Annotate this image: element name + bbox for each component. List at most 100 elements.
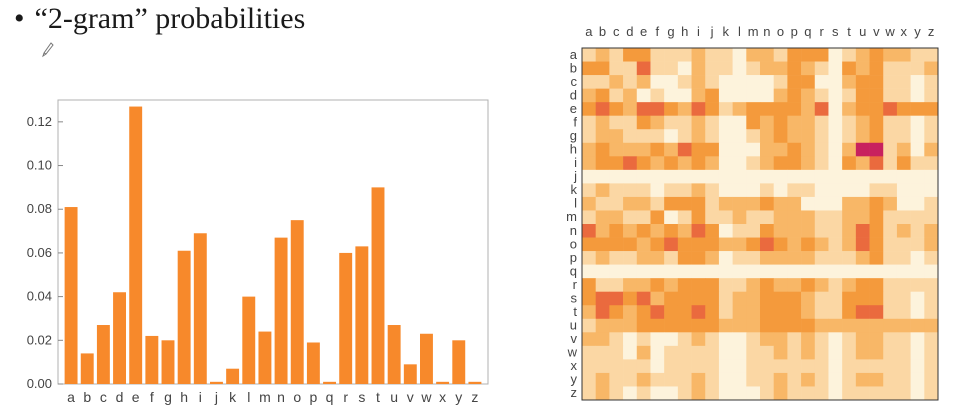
heat-cell [623,196,638,211]
heat-cell [801,61,816,76]
heat-cell [896,183,911,198]
heat-cell [732,75,747,89]
heat-row-label: r [573,277,578,292]
heat-cell [677,237,692,252]
heat-cell [609,291,624,306]
heat-cell [801,251,816,265]
heat-cell [718,278,733,292]
heat-cell [896,318,911,333]
heat-cell [869,88,884,103]
heat-cell [773,183,788,198]
heat-cell [787,291,802,306]
heat-cell [705,48,720,62]
heat-cell [732,386,747,401]
heat-cell [677,305,692,320]
heat-cell [787,115,802,130]
heat-cell [814,61,829,76]
bar-y [452,340,466,384]
heat-row-label: n [570,223,577,238]
heat-cell [869,142,884,157]
heat-cell [691,278,706,292]
heat-col-label: i [697,24,700,39]
heat-cell [664,48,679,62]
heat-cell [746,237,761,252]
heat-cell [732,305,747,320]
heat-cell [814,305,829,320]
heat-cell [595,278,610,292]
heat-col-label: g [667,24,674,39]
heat-cell [814,318,829,333]
heat-cell [664,291,679,306]
heat-row-label: h [570,142,577,157]
heat-cell [609,278,624,292]
heat-cell [705,142,720,157]
heat-cell [787,237,802,252]
heat-cell [609,61,624,76]
heat-cell [910,386,925,401]
heat-cell [773,115,788,130]
heat-cell [718,129,733,144]
heat-cell [828,169,843,184]
heat-cell [705,169,720,184]
heat-cell [582,305,596,320]
heat-col-label: e [640,24,647,39]
heat-col-label: k [723,24,730,39]
bar-m [258,331,272,384]
heat-row-label: a [570,47,578,62]
bar-z [468,381,482,384]
heat-cell [842,169,857,184]
heat-col-label: p [791,24,798,39]
bar-c [96,325,110,384]
y-tick-label: 0.00 [27,376,52,391]
heat-cell [582,210,596,225]
heat-cell [855,345,870,360]
heat-cell [924,48,939,62]
heat-cell [773,237,788,252]
heat-cell [883,142,898,157]
heat-cell [924,183,939,198]
heat-row-label: q [570,263,577,278]
heat-cell [650,345,665,360]
bar-a [64,207,78,384]
heat-cell [664,61,679,76]
heat-cell [924,332,939,347]
heat-cell [677,115,692,130]
heat-cell [842,88,857,103]
bar-d [113,292,126,384]
heat-cell [595,102,610,116]
heat-cell [664,264,679,279]
heat-cell [677,224,692,238]
heat-cell [842,237,857,252]
heat-cell [910,183,925,198]
heat-col-label: d [626,24,633,39]
heat-cell [842,278,857,292]
heat-col-label: r [819,24,824,39]
heat-cell [623,237,638,252]
heat-cell [910,251,925,265]
heat-cell [609,372,624,387]
heat-cell [705,115,720,130]
heat-cell [855,224,870,238]
heat-cell [650,237,665,252]
heat-cell [691,372,706,387]
heat-cell [636,156,651,171]
heat-cell [801,183,816,198]
heat-cell [760,264,774,279]
heat-cell [896,88,911,103]
heat-cell [910,291,925,306]
heat-cell [883,183,898,198]
heat-cell [828,224,843,238]
heat-cell [883,196,898,211]
heat-cell [623,224,638,238]
heat-cell [595,196,610,211]
heat-cell [924,345,939,360]
heat-cell [609,156,624,171]
heat-cell [623,345,638,360]
bar-j [210,381,223,384]
heat-cell [896,359,911,374]
heat-cell [664,210,679,225]
heat-cell [896,264,911,279]
x-tick-label: v [407,389,414,405]
heat-cell [924,291,939,306]
heat-cell [609,224,624,238]
